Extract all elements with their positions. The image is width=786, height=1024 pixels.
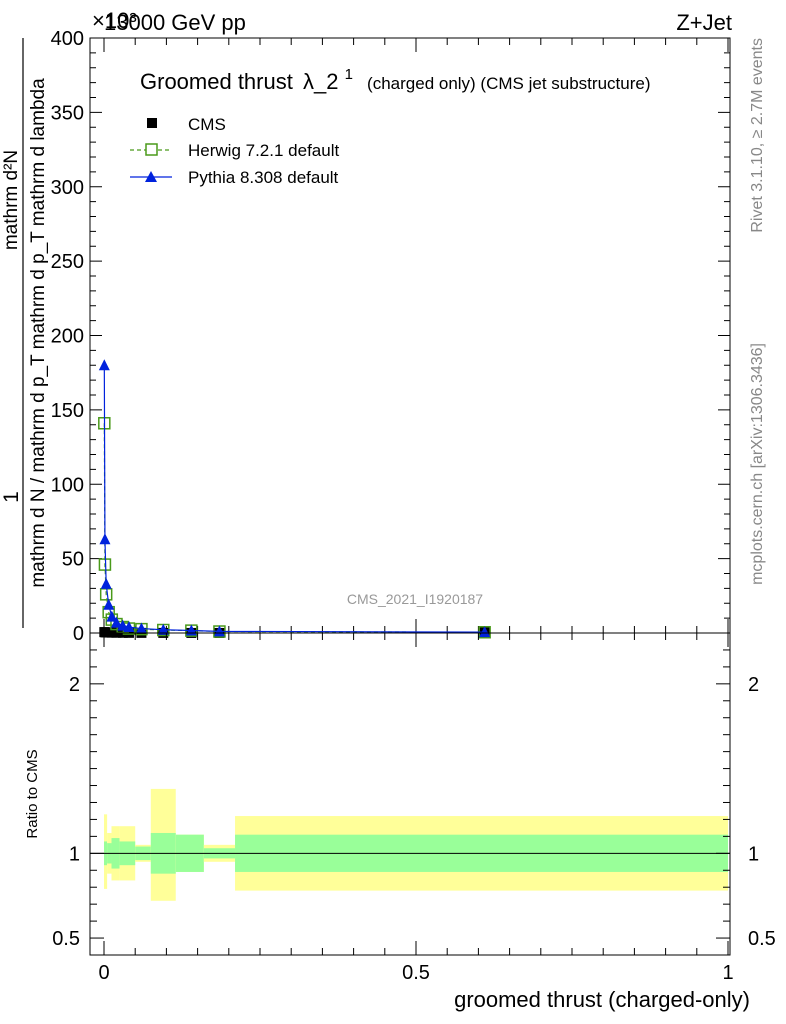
ratio-axis-ticks: 0.5 0.5 1 1 2 2 0 0.5 1 [52, 633, 776, 984]
pythia-data-point [110, 616, 122, 628]
y-multiplier-label: ×10³ [92, 8, 137, 33]
x-axis-label: groomed thrust (charged-only) [454, 987, 750, 1012]
chart-title-main: Groomed thrust [140, 69, 293, 94]
main-ytick-label: 200 [51, 326, 84, 348]
main-panel-frame [89, 37, 731, 634]
main-axis-ticks: 0 50 100 150 200 250 300 350 400 [51, 28, 730, 645]
pythia-data-point [123, 621, 135, 633]
main-ytick-label: 100 [51, 474, 84, 496]
ylabel-numerator: 1 [0, 491, 23, 503]
pythia-data-point [100, 577, 112, 589]
main-ytick-label: 250 [51, 251, 84, 273]
process-label: Z+Jet [676, 10, 732, 35]
legend-pythia-label: Pythia 8.308 default [188, 168, 339, 187]
pythia-data-point [99, 533, 111, 545]
chart-title: Groomed thrust λ_2 1 (charged only) (CMS… [140, 59, 650, 94]
main-ytick-label: 150 [51, 400, 84, 422]
chart-title-sub: (charged only) (CMS jet substructure) [367, 74, 650, 93]
pythia-data-point [157, 623, 169, 635]
ratio-ytick-label: 2 [69, 674, 80, 696]
pythia-data-point [479, 626, 491, 638]
main-ylabel: 1 mathrm d N / mathrm d p_T mathrm d p_T… [0, 38, 49, 628]
pythia-data-point [106, 610, 118, 622]
ratio-ytick-label: 0.5 [52, 928, 80, 950]
legend-cms-marker [147, 118, 157, 128]
legend-herwig-label: Herwig 7.2.1 default [188, 141, 339, 160]
analysis-id-label: CMS_2021_I1920187 [347, 591, 483, 607]
legend-cms-label: CMS [188, 115, 226, 134]
ratio-ytick-label: 1 [69, 843, 80, 865]
ratio-ytick-label-right: 2 [748, 674, 759, 696]
xtick-label: 0.5 [402, 962, 430, 984]
ylabel-top: mathrm d²N [1, 150, 22, 250]
chart-title-symbol: λ_2 [303, 69, 338, 94]
ylabel-denominator: mathrm d N / mathrm d p_T mathrm d p_T m… [28, 78, 49, 588]
herwig-data-point [99, 588, 113, 601]
main-ytick-label: 300 [51, 177, 84, 199]
legend: CMS Herwig 7.2.1 default Pythia 8.308 de… [130, 115, 339, 187]
ratio-ylabel: Ratio to CMS [24, 749, 41, 838]
ratio-ytick-label-right: 0.5 [748, 928, 776, 950]
main-ytick-label: 0 [73, 623, 84, 645]
mcplots-label: mcplots.cern.ch [arXiv:1306.3436] [749, 343, 766, 585]
chart-title-superscript: 1 [345, 66, 353, 83]
ratio-bands-group [104, 788, 729, 901]
legend-pythia-marker [145, 171, 157, 182]
main-ytick-label: 50 [62, 549, 84, 571]
xtick-label: 1 [722, 962, 733, 984]
pythia-data-point [135, 622, 147, 634]
main-ytick-label: 350 [51, 102, 84, 124]
pythia-data-point [103, 598, 115, 610]
pythia-data-point [98, 359, 110, 371]
legend-herwig-marker [145, 143, 158, 156]
xtick-label: 0 [98, 962, 109, 984]
main-ytick-label: 400 [51, 28, 84, 50]
energy-label: 13000 GeV pp [104, 10, 246, 35]
pythia-data-point [117, 619, 129, 631]
pythia-data-point [213, 625, 225, 637]
ratio-ytick-label-right: 1 [748, 843, 759, 865]
ratio-panel-frame [89, 632, 731, 956]
rivet-version-label: Rivet 3.1.10, ≥ 2.7M events [749, 38, 766, 233]
